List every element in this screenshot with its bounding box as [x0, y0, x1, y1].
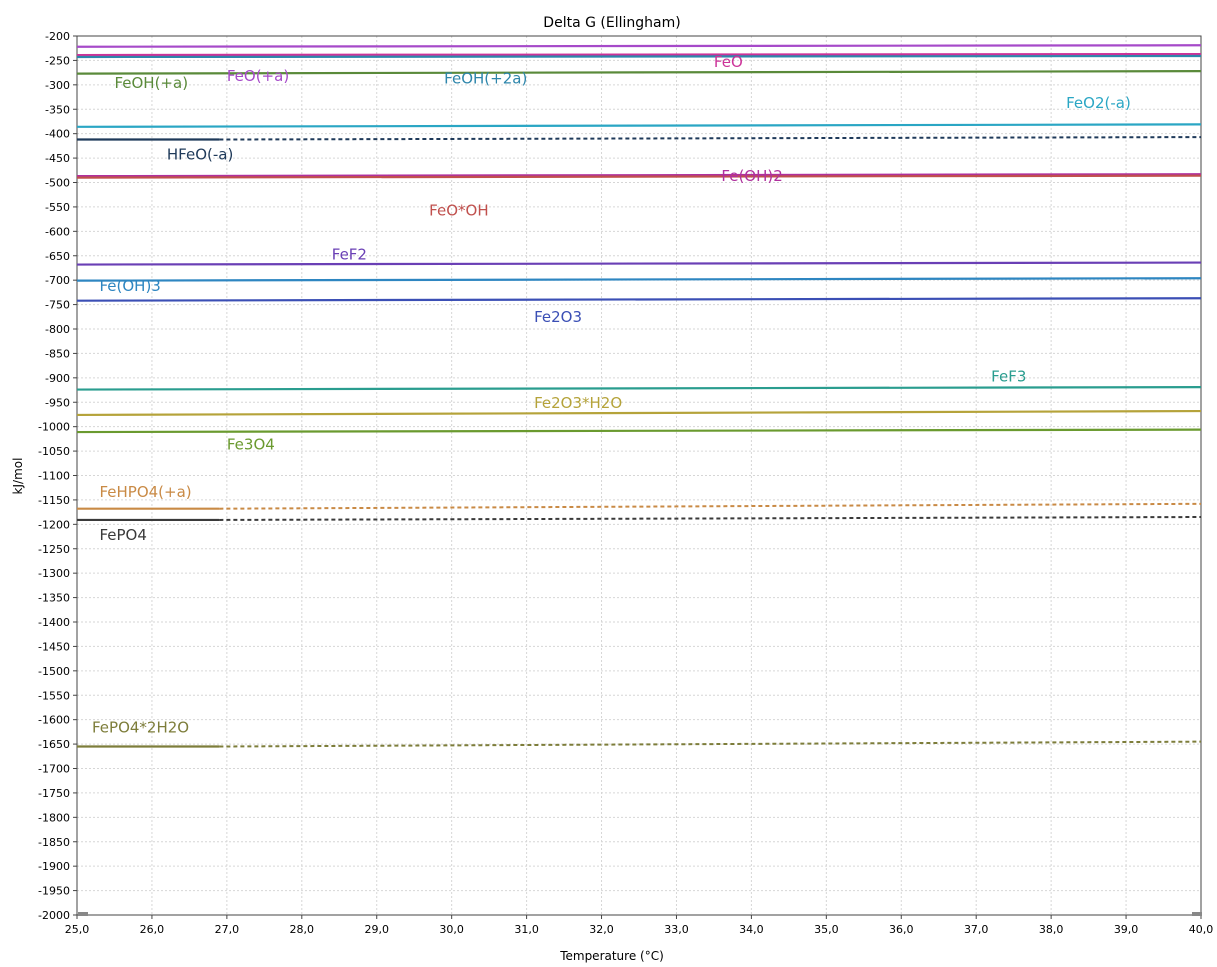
series-label-feoh-a: FeOH(+a)	[114, 74, 188, 92]
series-label-fehpo4-a: FeHPO4(+a)	[99, 483, 191, 501]
series-label-feoh-2a: FeOH(+2a)	[444, 69, 527, 87]
x-tick-label: 33,0	[664, 923, 689, 936]
y-axis-ticks: -2000 -1950 -1900 -1850 -1800 -1750 -1700 -1650…	[38, 30, 77, 922]
y-tick-label: -1000	[38, 421, 70, 434]
y-tick-label: -850	[45, 347, 70, 360]
y-tick-label: -1500	[38, 665, 70, 678]
series-line-fef3	[76, 386, 1202, 391]
scroll-handle-left[interactable]	[78, 912, 88, 916]
x-tick-label: 39,0	[1114, 923, 1139, 936]
y-tick-label: -1400	[38, 616, 70, 629]
series-line-feoh-2a	[76, 54, 1202, 59]
series-label-fe-oh-2: Fe(OH)2	[721, 167, 782, 185]
x-tick-label: 28,0	[290, 923, 315, 936]
y-tick-label: -1850	[38, 836, 70, 849]
series-line-fe-oh-2	[76, 173, 1202, 178]
scroll-handle-right[interactable]	[1192, 912, 1202, 916]
series-label-feo-a: FeO(+a)	[227, 67, 289, 85]
series-label-fe-oh-3: Fe(OH)3	[99, 277, 160, 295]
x-tick-label: 32,0	[589, 923, 614, 936]
y-tick-label: -750	[45, 299, 70, 312]
x-tick-label: 40,0	[1189, 923, 1214, 936]
series-line-fe3o4	[76, 428, 1202, 434]
series-label-fepo4: FePO4	[99, 526, 146, 544]
x-tick-label: 25,0	[65, 923, 90, 936]
y-tick-label: -1100	[38, 470, 70, 483]
y-tick-label: -2000	[38, 909, 70, 922]
chart-title: Delta G (Ellingham)	[543, 15, 680, 31]
series-label-fe2o3: Fe2O3	[534, 308, 582, 326]
y-axis-label: kJ/mol	[11, 458, 25, 495]
y-tick-label: -1350	[38, 592, 70, 605]
series-label-feo-oh: FeO*OH	[429, 202, 488, 220]
series-label-fe2o3-h2o: Fe2O3*H2O	[534, 394, 622, 412]
y-tick-label: -650	[45, 250, 70, 263]
series-labels: FeO(+a) FeO FeOH(+2a) FeOH(+a) FeO2(-a) HFeO(…	[92, 53, 1131, 737]
series-line-fe2o3	[76, 297, 1202, 302]
x-tick-label: 38,0	[1039, 923, 1064, 936]
y-tick-label: -1800	[38, 811, 70, 824]
x-tick-label: 37,0	[964, 923, 989, 936]
y-tick-label: -1200	[38, 518, 70, 531]
y-tick-label: -1250	[38, 543, 70, 556]
grid-lines	[76, 35, 1202, 916]
y-tick-label: -250	[45, 54, 70, 67]
series-line-feo	[76, 52, 1202, 57]
y-tick-label: -1700	[38, 763, 70, 776]
y-tick-label: -550	[45, 201, 70, 214]
series-label-fe3o4: Fe3O4	[227, 436, 275, 454]
series-line-feo-a	[76, 44, 1202, 48]
x-tick-label: 29,0	[364, 923, 389, 936]
y-tick-label: -900	[45, 372, 70, 385]
y-tick-label: -400	[45, 128, 70, 141]
y-tick-label: -1550	[38, 689, 70, 702]
y-tick-label: -700	[45, 274, 70, 287]
series-label-fef2: FeF2	[332, 246, 367, 264]
x-tick-label: 31,0	[514, 923, 539, 936]
y-tick-label: -800	[45, 323, 70, 336]
series-line-hfeo-a	[219, 136, 1202, 141]
x-tick-label: 35,0	[814, 923, 839, 936]
x-tick-label: 34,0	[739, 923, 764, 936]
x-axis-label: Temperature (°C)	[559, 949, 664, 963]
series-line-fepo4-2h2o	[219, 740, 1202, 748]
y-tick-label: -1750	[38, 787, 70, 800]
series-label-fef3: FeF3	[991, 367, 1026, 385]
y-tick-label: -1450	[38, 640, 70, 653]
y-tick-label: -1600	[38, 714, 70, 727]
y-tick-label: -200	[45, 30, 70, 43]
y-tick-label: -1300	[38, 567, 70, 580]
series-line-fef2	[76, 261, 1202, 266]
y-tick-label: -600	[45, 225, 70, 238]
y-tick-label: -350	[45, 103, 70, 116]
series-line-feo-oh	[76, 174, 1202, 179]
y-tick-label: -1900	[38, 860, 70, 873]
y-tick-label: -950	[45, 396, 70, 409]
x-tick-label: 26,0	[140, 923, 165, 936]
series-label-feo: FeO	[714, 53, 743, 71]
y-tick-label: -1950	[38, 885, 70, 898]
series-line-feoh-a	[76, 70, 1202, 75]
y-tick-label: -1650	[38, 738, 70, 751]
x-axis-ticks: 25,0 26,0 27,0 28,0 29,0 30,0 31,0 32,0 33,0 34,0…	[65, 915, 1214, 936]
series-line-fehpo4-a	[219, 502, 1202, 510]
series-line-fepo4	[219, 516, 1202, 521]
y-tick-label: -300	[45, 79, 70, 92]
x-tick-label: 30,0	[439, 923, 464, 936]
x-tick-label: 36,0	[889, 923, 914, 936]
y-tick-label: -450	[45, 152, 70, 165]
series-label-fepo4-2h2o: FePO4*2H2O	[92, 718, 189, 736]
series-line-fe2o3-h2o	[76, 409, 1202, 417]
series-label-feo2-a: FeO2(-a)	[1066, 94, 1131, 112]
series-label-hfeo-a: HFeO(-a)	[167, 146, 233, 164]
x-tick-label: 27,0	[215, 923, 240, 936]
y-tick-label: -1150	[38, 494, 70, 507]
y-tick-label: -1050	[38, 445, 70, 458]
series-line-fe-oh-3	[76, 277, 1202, 282]
series-lines	[76, 44, 1202, 748]
series-line-feo2-a	[76, 123, 1202, 128]
y-tick-label: -500	[45, 177, 70, 190]
